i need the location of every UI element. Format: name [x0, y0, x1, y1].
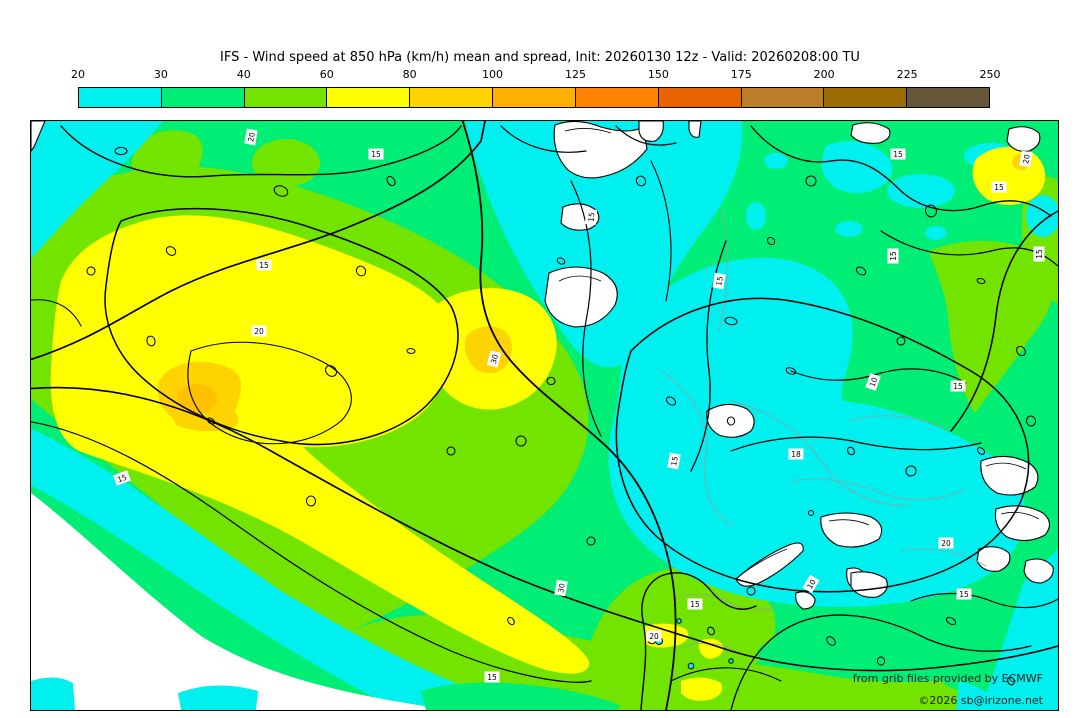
field-cyan-20-30 — [31, 121, 1058, 710]
svg-text:15: 15 — [690, 600, 700, 609]
contour-label-20: 20 — [1019, 150, 1033, 168]
contour-label-15: 15 — [1033, 246, 1045, 262]
colorbar-tick-60: 60 — [319, 68, 334, 81]
contour-label-15: 15 — [368, 148, 384, 160]
colorbar-segment-80 — [410, 88, 494, 107]
map-plot: 20 15 15 20 30 15 15 20 15 15 15 15 10 15 15 15 18 30 15 20… — [30, 120, 1059, 711]
contour-label-20: 20 — [646, 630, 662, 642]
contour-label-20: 20 — [251, 325, 267, 337]
colorbar-segment-150 — [658, 88, 742, 107]
svg-text:15: 15 — [587, 212, 597, 223]
colorbar-tick-40: 40 — [236, 68, 251, 81]
contour-labels: 20 15 15 20 30 15 15 20 15 15 15 15 10 15 15 15 18 30 15 20… — [113, 128, 1045, 683]
country-borders-gray — [660, 210, 987, 652]
field-white-below-20-sw — [31, 492, 451, 710]
colorbar-segment-100 — [493, 88, 576, 107]
colorbar-segment-200 — [824, 88, 908, 107]
svg-text:10: 10 — [868, 376, 880, 388]
svg-text:18: 18 — [791, 450, 801, 459]
svg-text:10: 10 — [805, 578, 818, 591]
svg-text:15: 15 — [959, 590, 969, 599]
colorbar-tick-175: 175 — [730, 68, 752, 81]
contour-label-15: 15 — [956, 588, 972, 600]
colorbar-tick-30: 30 — [153, 68, 168, 81]
contour-label-15: 15 — [484, 671, 500, 683]
contour-label-15: 15 — [687, 598, 703, 610]
credit-ecmwf: from grib files provided by ECMWF — [853, 672, 1043, 685]
contour-label-20: 20 — [244, 128, 258, 146]
contour-label-15: 15 — [991, 181, 1007, 193]
colorbar-segment-225 — [907, 88, 989, 107]
svg-text:20: 20 — [246, 131, 257, 142]
svg-text:15: 15 — [669, 455, 680, 466]
mountain-inner-contours — [558, 128, 1040, 574]
contour-label-15: 15 — [584, 209, 598, 225]
svg-text:20: 20 — [254, 327, 264, 336]
svg-text:15: 15 — [487, 673, 497, 682]
svg-text:20: 20 — [941, 539, 951, 548]
svg-text:15: 15 — [1035, 249, 1044, 259]
contour-label-10: 10 — [802, 574, 820, 594]
contour-label-15: 15 — [256, 259, 272, 271]
contour-label-10: 10 — [865, 373, 881, 391]
svg-text:15: 15 — [893, 150, 903, 159]
contour-label-15: 15 — [890, 148, 906, 160]
svg-text:30: 30 — [489, 353, 500, 365]
svg-text:30: 30 — [556, 582, 567, 593]
credit-irizone: ©2026 sb@irizone.net — [918, 694, 1043, 707]
chart-title: IFS - Wind speed at 850 hPa (km/h) mean … — [220, 50, 860, 65]
svg-text:15: 15 — [116, 473, 128, 485]
svg-text:15: 15 — [889, 251, 898, 261]
small-contour-rings — [86, 146, 1037, 686]
contour-label-30: 30 — [554, 579, 568, 597]
field-cyan-se-corner — [956, 549, 1058, 710]
colorbar-segment-30 — [161, 88, 245, 107]
svg-text:20: 20 — [649, 632, 659, 641]
contour-label-20: 20 — [938, 537, 954, 549]
colorbar-tick-100: 100 — [482, 68, 504, 81]
svg-text:20: 20 — [1021, 153, 1032, 164]
contour-label-15: 15 — [887, 248, 899, 264]
colorbar-segment-125 — [575, 88, 659, 107]
svg-text:15: 15 — [953, 382, 963, 391]
contour-label-30: 30 — [486, 350, 502, 368]
colorbar-segment-20 — [79, 88, 162, 107]
field-gold-80-100 — [157, 154, 1030, 432]
field-cyan-bottom-strips — [31, 677, 258, 710]
svg-text:15: 15 — [714, 275, 725, 286]
colorbar — [78, 87, 990, 108]
svg-text:15: 15 — [371, 150, 381, 159]
colorbar-segment-175 — [741, 88, 825, 107]
colorbar-segment-60 — [327, 88, 411, 107]
colorbar-segment-40 — [244, 88, 328, 107]
contour-label-15: 15 — [113, 470, 131, 486]
contour-label-15: 15 — [667, 452, 681, 470]
svg-text:15: 15 — [994, 183, 1004, 192]
colorbar-tick-225: 225 — [896, 68, 918, 81]
contour-label-15: 15 — [712, 272, 726, 290]
colorbar-tick-125: 125 — [564, 68, 586, 81]
colorbar-tick-200: 200 — [813, 68, 835, 81]
map-svg: 20 15 15 20 30 15 15 20 15 15 15 15 10 15 15 15 18 30 15 20… — [31, 121, 1058, 710]
colorbar-tick-250: 250 — [979, 68, 1001, 81]
colorbar-tick-150: 150 — [647, 68, 669, 81]
contour-label-15: 15 — [950, 380, 966, 392]
colorbar-tick-80: 80 — [402, 68, 417, 81]
colorbar-tick-20: 20 — [71, 68, 85, 81]
contour-label-18: 18 — [788, 448, 804, 460]
svg-text:15: 15 — [259, 261, 269, 270]
